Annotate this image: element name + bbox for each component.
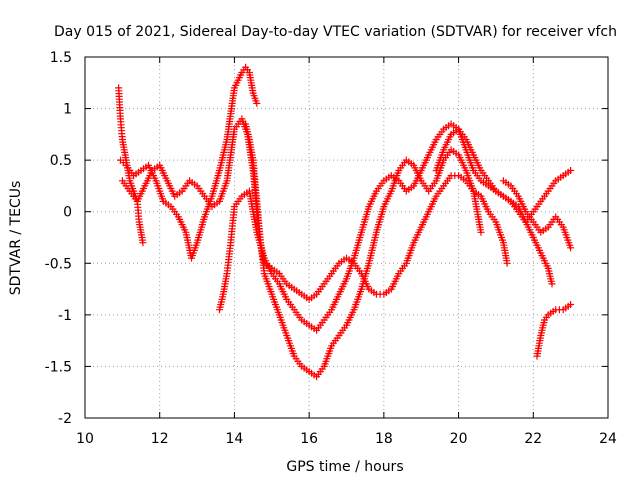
x-tick-label: 12 xyxy=(151,431,169,447)
data-marks xyxy=(115,64,574,380)
sdtvar-chart: Day 015 of 2021, Sidereal Day-to-day VTE… xyxy=(0,0,640,480)
y-tick-label: 0 xyxy=(63,205,72,221)
y-tick-label: 1 xyxy=(63,102,72,118)
x-tick-label: 10 xyxy=(76,431,94,447)
y-tick-label: 1.5 xyxy=(50,50,72,66)
y-axis-label: SDTVAR / TECUs xyxy=(8,181,24,296)
axis-ticks: 10 12 14 16 18 20 22 24 -2 -1.5 -1 -0.5 0 0.5 1 1.5 xyxy=(45,50,617,447)
y-tick-label: -1.5 xyxy=(45,359,72,375)
chart-title: Day 015 of 2021, Sidereal Day-to-day VTE… xyxy=(54,24,617,40)
x-tick-label: 16 xyxy=(300,431,318,447)
x-tick-label: 24 xyxy=(599,431,617,447)
x-tick-label: 14 xyxy=(226,431,244,447)
y-tick-label: -0.5 xyxy=(45,256,72,272)
y-tick-label: -1 xyxy=(58,308,72,324)
plot-frame xyxy=(85,57,608,418)
x-tick-label: 22 xyxy=(524,431,542,447)
x-tick-label: 18 xyxy=(375,431,393,447)
grid xyxy=(85,57,608,418)
x-tick-label: 20 xyxy=(450,431,468,447)
plot-border xyxy=(85,57,608,418)
x-axis-label: GPS time / hours xyxy=(286,459,403,475)
y-tick-label: 0.5 xyxy=(50,153,72,169)
y-tick-label: -2 xyxy=(58,411,72,427)
